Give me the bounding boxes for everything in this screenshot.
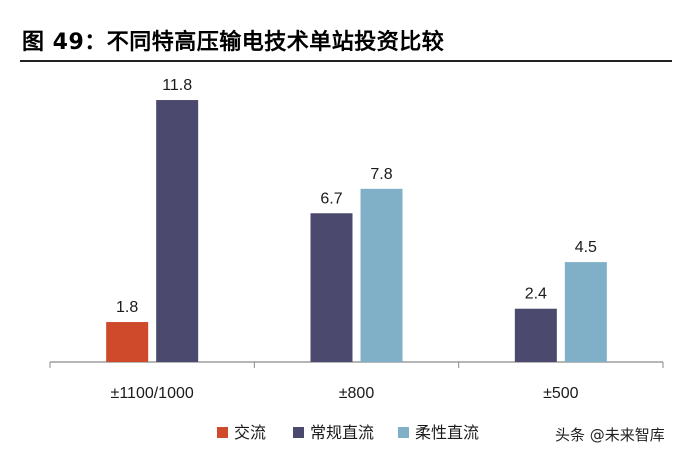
legend-swatch (217, 427, 228, 438)
legend-label: 柔性直流 (415, 423, 479, 442)
chart-title: 图 49：不同特高压输电技术单站投资比较 (22, 30, 445, 55)
legend-label: 常规直流 (310, 423, 374, 442)
bar-conventional-dc (310, 213, 353, 362)
legend-swatch (293, 427, 304, 438)
bar-flexible-dc (360, 188, 403, 362)
legend-label: 交流 (234, 423, 266, 442)
data-label: 4.5 (575, 239, 597, 256)
bar-conventional-dc (156, 100, 199, 362)
watermark: 头条 @未来智库 (555, 426, 665, 444)
bar-ac (106, 322, 149, 362)
data-label: 2.4 (525, 286, 547, 303)
legend-swatch (398, 427, 409, 438)
x-tick-label: ±500 (543, 385, 579, 402)
data-label: 1.8 (116, 299, 138, 316)
x-tick-label: ±1100/1000 (111, 385, 194, 402)
data-label: 11.8 (162, 77, 192, 94)
x-tick-label: ±800 (339, 385, 375, 402)
data-label: 6.7 (320, 190, 342, 207)
bar-flexible-dc (564, 262, 607, 362)
bar-conventional-dc (514, 308, 557, 362)
title-divider (20, 60, 672, 62)
data-label: 7.8 (370, 166, 392, 183)
